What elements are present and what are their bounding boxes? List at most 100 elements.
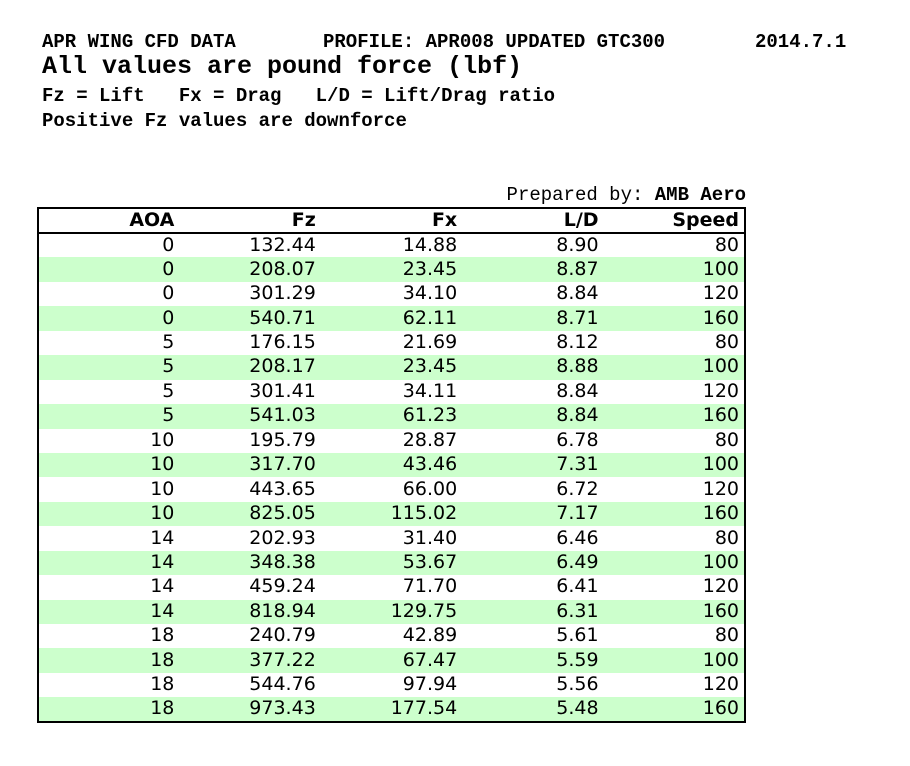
table-row: 18 544.76 97.94 5.56 120 xyxy=(38,672,745,698)
table-cell: 34.10 xyxy=(402,282,458,305)
table-cell: 14 xyxy=(150,599,175,622)
table-cell: 6.72 xyxy=(556,477,599,500)
version-date: 2014.7.1 xyxy=(755,31,847,53)
table-cell: 21.69 xyxy=(402,331,458,353)
table-cell: 120 xyxy=(702,282,739,305)
table-cell: 80 xyxy=(714,624,739,647)
table-row: 0 132.44 14.88 8.90 80 xyxy=(38,233,745,258)
column-header-speed: Speed xyxy=(603,208,745,234)
table-row: 10 195.79 28.87 6.78 80 xyxy=(38,428,745,453)
table-cell: 132.44 xyxy=(249,233,316,256)
table-cell: 459.24 xyxy=(249,575,316,598)
table-cell: 31.40 xyxy=(402,526,458,549)
table-cell: 0 xyxy=(162,282,175,305)
table-cell: 377.22 xyxy=(249,648,316,671)
table-cell: 443.65 xyxy=(249,477,316,500)
table-cell: 23.45 xyxy=(402,355,458,378)
downforce-note: Positive Fz values are downforce xyxy=(42,110,407,132)
table-row: 14 348.38 53.67 6.49 100 xyxy=(38,550,745,576)
table-cell: 0 xyxy=(162,306,175,329)
table-row: 14 202.93 31.40 6.46 80 xyxy=(38,526,745,551)
table-cell: 202.93 xyxy=(249,526,316,549)
table-cell: 120 xyxy=(702,477,739,500)
table-row: 5 541.03 61.23 8.84 160 xyxy=(38,404,745,429)
table-cell: 208.07 xyxy=(249,257,316,280)
table-cell: 100 xyxy=(702,550,739,573)
table-cell: 540.71 xyxy=(249,306,316,329)
table-cell: 160 xyxy=(702,599,739,622)
prepared-by-label: Prepared by: xyxy=(506,184,644,206)
table-cell: 8.87 xyxy=(556,257,599,280)
table-row: 5 208.17 23.45 8.88 100 xyxy=(38,355,745,380)
table-cell: 8.84 xyxy=(556,379,599,402)
table-cell: 240.79 xyxy=(249,624,316,647)
column-header-fx: Fx xyxy=(320,208,463,234)
page-title: APR WING CFD DATA xyxy=(42,31,236,53)
table-cell: 34.11 xyxy=(402,379,458,402)
table-cell: 14 xyxy=(150,575,175,598)
table-cell: 100 xyxy=(702,257,739,280)
table-cell: 115.02 xyxy=(390,502,458,525)
table-cell: 23.45 xyxy=(402,257,458,280)
table-cell: 5 xyxy=(162,331,175,353)
table-cell: 0 xyxy=(162,233,175,256)
table-cell: 10 xyxy=(150,477,175,500)
prepared-by-value: AMB Aero xyxy=(654,184,746,206)
table-cell: 71.70 xyxy=(402,575,458,598)
table-cell: 160 xyxy=(702,502,739,525)
column-header-fz: Fz xyxy=(179,208,321,234)
table-cell: 301.29 xyxy=(249,282,316,305)
table-cell: 120 xyxy=(702,575,739,598)
table-cell: 177.54 xyxy=(390,697,458,720)
table-cell: 0 xyxy=(162,257,175,280)
table-cell: 18 xyxy=(150,673,175,696)
table-cell: 120 xyxy=(702,379,739,402)
table-cell: 544.76 xyxy=(249,673,316,696)
prepared-by: Prepared by: AMB Aero xyxy=(507,184,746,206)
table-cell: 6.41 xyxy=(556,575,599,598)
table-cell: 8.84 xyxy=(556,282,599,305)
table-cell: 66.00 xyxy=(402,477,458,500)
table-cell: 6.31 xyxy=(556,599,599,622)
table-cell: 100 xyxy=(702,453,739,476)
table-cell: 53.67 xyxy=(402,550,458,573)
table-cell: 195.79 xyxy=(249,428,316,451)
table-cell: 18 xyxy=(150,697,175,720)
table-cell: 80 xyxy=(714,526,739,549)
table-cell: 18 xyxy=(150,648,175,671)
table-cell: 62.11 xyxy=(402,306,458,329)
table-row: 0 301.29 34.10 8.84 120 xyxy=(38,281,745,307)
table-cell: 301.41 xyxy=(249,379,316,402)
table-cell: 8.84 xyxy=(556,404,599,427)
table-cell: 6.78 xyxy=(556,428,599,451)
column-header-ld: L/D xyxy=(462,208,604,234)
table-cell: 5 xyxy=(162,355,175,378)
table-cell: 160 xyxy=(702,306,739,329)
table-cell: 18 xyxy=(150,624,175,647)
table-cell: 818.94 xyxy=(249,599,316,622)
table-row: 0 208.07 23.45 8.87 100 xyxy=(38,257,745,282)
table-cell: 5.61 xyxy=(556,624,599,647)
table-row: 0 540.71 62.11 8.71 160 xyxy=(38,306,745,331)
table-cell: 8.71 xyxy=(556,306,599,329)
table-cell: 5.56 xyxy=(556,673,599,696)
table-row: 18 973.43 177.54 5.48 160 xyxy=(38,697,745,722)
table-cell: 7.17 xyxy=(556,502,599,525)
table-cell: 5 xyxy=(162,404,175,427)
table-cell: 14 xyxy=(150,526,175,549)
cfd-data-table: AOA Fz Fx L/D Speed 0 132.44 14.88 8.90 80 0 2… xyxy=(37,207,746,723)
table-cell: 43.46 xyxy=(402,453,458,476)
table-cell: 10 xyxy=(150,502,175,525)
column-header-aoa: AOA xyxy=(38,208,180,234)
table-row: 18 240.79 42.89 5.61 80 xyxy=(38,624,745,649)
table-cell: 120 xyxy=(702,673,739,696)
table-cell: 100 xyxy=(702,355,739,378)
table-cell: 8.88 xyxy=(556,355,599,378)
table-cell: 208.17 xyxy=(249,355,316,378)
table-cell: 160 xyxy=(702,404,739,427)
table-cell: 5.59 xyxy=(556,648,599,671)
table-cell: 80 xyxy=(714,331,739,353)
table-row: 10 825.05 115.02 7.17 160 xyxy=(38,501,745,527)
table-cell: 100 xyxy=(702,648,739,671)
table-cell: 10 xyxy=(150,453,175,476)
